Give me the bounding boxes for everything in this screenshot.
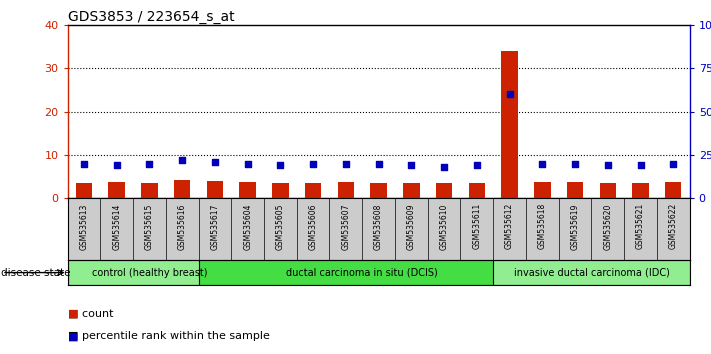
Point bbox=[78, 161, 90, 166]
Text: GSM535614: GSM535614 bbox=[112, 203, 121, 250]
Text: GSM535611: GSM535611 bbox=[472, 203, 481, 250]
Bar bbox=[599, 183, 616, 198]
Text: GSM535609: GSM535609 bbox=[407, 203, 416, 250]
Text: GSM535612: GSM535612 bbox=[505, 203, 514, 250]
Bar bbox=[272, 183, 289, 198]
Text: GSM535606: GSM535606 bbox=[309, 203, 318, 250]
Point bbox=[209, 159, 220, 165]
Point bbox=[406, 162, 417, 168]
Point bbox=[307, 161, 319, 166]
Text: GSM535622: GSM535622 bbox=[669, 203, 678, 250]
Bar bbox=[493, 260, 690, 285]
Text: disease state: disease state bbox=[1, 268, 70, 278]
Bar bbox=[141, 183, 158, 198]
Bar bbox=[240, 182, 256, 198]
Point bbox=[242, 161, 253, 166]
Text: GSM535616: GSM535616 bbox=[178, 203, 187, 250]
Bar bbox=[68, 260, 231, 285]
Bar bbox=[109, 182, 125, 198]
Bar bbox=[305, 183, 321, 198]
Point bbox=[144, 161, 155, 166]
Text: GSM535615: GSM535615 bbox=[145, 203, 154, 250]
Point bbox=[635, 162, 646, 168]
Bar bbox=[174, 180, 191, 198]
Bar bbox=[469, 183, 485, 198]
Bar bbox=[534, 182, 550, 198]
Bar bbox=[207, 181, 223, 198]
Text: GSM535607: GSM535607 bbox=[341, 203, 351, 250]
Text: GSM535605: GSM535605 bbox=[276, 203, 285, 250]
Bar bbox=[567, 182, 583, 198]
Bar bbox=[436, 183, 452, 198]
Text: GSM535618: GSM535618 bbox=[538, 203, 547, 250]
Text: GSM535604: GSM535604 bbox=[243, 203, 252, 250]
Bar bbox=[403, 183, 419, 198]
Bar bbox=[370, 183, 387, 198]
Bar bbox=[338, 182, 354, 198]
Point bbox=[570, 161, 581, 166]
Text: GSM535610: GSM535610 bbox=[439, 203, 449, 250]
Text: GSM535617: GSM535617 bbox=[210, 203, 220, 250]
Text: GSM535613: GSM535613 bbox=[80, 203, 88, 250]
Text: GDS3853 / 223654_s_at: GDS3853 / 223654_s_at bbox=[68, 10, 234, 24]
Point bbox=[537, 161, 548, 166]
Bar bbox=[198, 260, 526, 285]
Point bbox=[373, 161, 384, 166]
Point bbox=[274, 162, 286, 168]
Point bbox=[602, 162, 614, 168]
Text: ■: ■ bbox=[68, 308, 78, 318]
Text: GSM535608: GSM535608 bbox=[374, 203, 383, 250]
Point bbox=[504, 91, 515, 97]
Text: ■: ■ bbox=[68, 331, 78, 341]
Text: invasive ductal carcinoma (IDC): invasive ductal carcinoma (IDC) bbox=[513, 268, 669, 278]
Text: ■ percentile rank within the sample: ■ percentile rank within the sample bbox=[68, 331, 269, 341]
Text: control (healthy breast): control (healthy breast) bbox=[92, 268, 207, 278]
Text: ■ count: ■ count bbox=[68, 308, 113, 318]
Bar bbox=[665, 182, 681, 198]
Text: ductal carcinoma in situ (DCIS): ductal carcinoma in situ (DCIS) bbox=[287, 268, 438, 278]
Bar bbox=[76, 183, 92, 198]
Text: GSM535620: GSM535620 bbox=[604, 203, 612, 250]
Point bbox=[111, 162, 122, 168]
Point bbox=[176, 157, 188, 163]
Text: GSM535619: GSM535619 bbox=[570, 203, 579, 250]
Bar bbox=[501, 51, 518, 198]
Point bbox=[340, 161, 351, 166]
Text: GSM535621: GSM535621 bbox=[636, 203, 645, 250]
Point bbox=[668, 161, 679, 166]
Point bbox=[471, 162, 483, 168]
Bar bbox=[632, 183, 648, 198]
Point bbox=[439, 164, 450, 170]
